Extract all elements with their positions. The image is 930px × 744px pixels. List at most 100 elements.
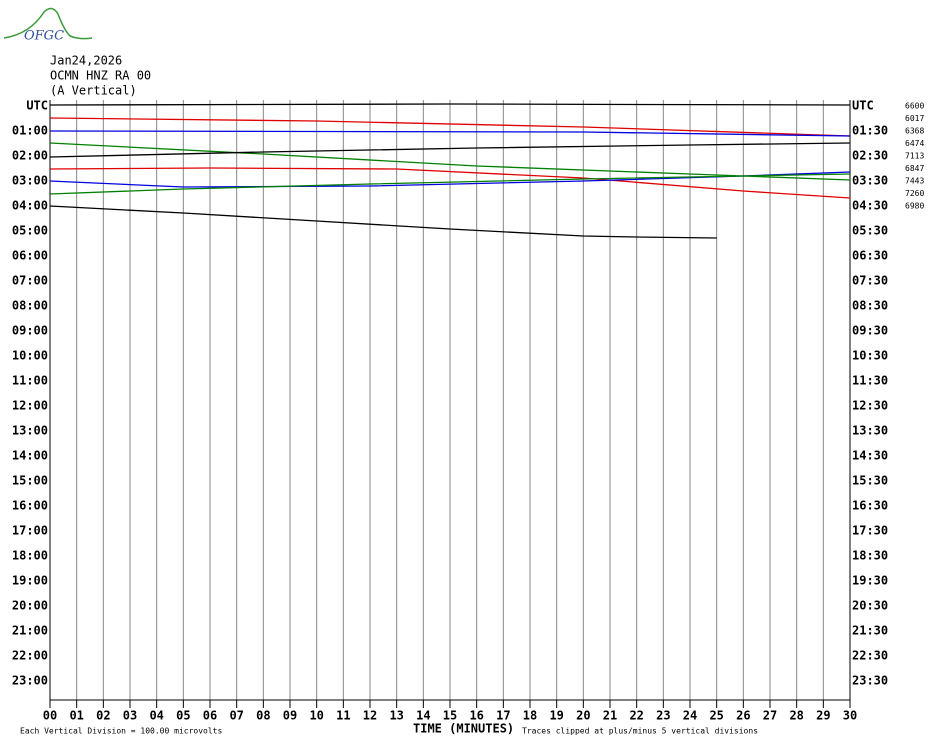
row-label-left: 10:00 <box>12 349 48 363</box>
x-tick-label: 08 <box>256 709 270 723</box>
trace-label: 6980 <box>905 202 924 211</box>
x-tick-label: 11 <box>336 709 350 723</box>
trace-label: 7443 <box>905 177 924 186</box>
x-tick-label: 04 <box>149 709 163 723</box>
x-tick-label: 26 <box>736 709 750 723</box>
logo: OFGC <box>24 29 64 44</box>
row-label-right: UTC <box>852 99 874 113</box>
trace <box>49 130 851 137</box>
row-label-left: 09:00 <box>12 324 48 338</box>
row-label-left: 13:00 <box>12 424 48 438</box>
x-tick-label: 15 <box>443 709 457 723</box>
x-tick-label: 24 <box>683 709 697 723</box>
x-tick-label: 09 <box>283 709 297 723</box>
row-label-left: 15:00 <box>12 474 48 488</box>
row-label-right: 15:30 <box>852 474 888 488</box>
row-label-right: 18:30 <box>852 549 888 563</box>
trace-label: 6017 <box>905 114 924 123</box>
x-tick-label: 01 <box>69 709 83 723</box>
trace-label: 6847 <box>905 164 924 173</box>
row-label-left: 05:00 <box>12 224 48 238</box>
trace-label: 7113 <box>905 152 924 161</box>
row-label-right: 03:30 <box>852 174 888 188</box>
trace-label: 6600 <box>905 102 924 111</box>
row-label-left: UTC <box>26 99 48 113</box>
x-tick-label: 28 <box>789 709 803 723</box>
x-tick-label: 03 <box>123 709 137 723</box>
row-label-left: 20:00 <box>12 599 48 613</box>
x-tick-label: 30 <box>843 709 857 723</box>
row-label-left: 03:00 <box>12 174 48 188</box>
x-tick-label: 18 <box>523 709 537 723</box>
row-label-right: 05:30 <box>852 224 888 238</box>
row-label-left: 07:00 <box>12 274 48 288</box>
logo-curve <box>3 7 93 40</box>
x-tick-label: 05 <box>176 709 190 723</box>
row-label-right: 07:30 <box>852 274 888 288</box>
x-tick-label: 02 <box>96 709 110 723</box>
row-label-right: 14:30 <box>852 449 888 463</box>
row-label-right: 23:30 <box>852 674 888 688</box>
row-label-left: 19:00 <box>12 574 48 588</box>
footer-left: Each Vertical Division = 100.00 microvol… <box>20 727 222 736</box>
row-label-right: 13:30 <box>852 424 888 438</box>
row-label-left: 18:00 <box>12 549 48 563</box>
row-label-left: 14:00 <box>12 449 48 463</box>
row-label-left: 04:00 <box>12 199 48 213</box>
row-label-left: 11:00 <box>12 374 48 388</box>
date: Jan24,2026 <box>50 54 122 68</box>
x-tick-label: 23 <box>656 709 670 723</box>
x-tick-label: 07 <box>229 709 243 723</box>
row-label-left: 12:00 <box>12 399 48 413</box>
row-label-right: 22:30 <box>852 649 888 663</box>
x-tick-label: 16 <box>469 709 483 723</box>
trace <box>49 142 851 158</box>
row-label-right: 16:30 <box>852 499 888 513</box>
x-tick-label: 22 <box>629 709 643 723</box>
row-label-right: 19:30 <box>852 574 888 588</box>
row-label-right: 08:30 <box>852 299 888 313</box>
trace <box>49 103 851 106</box>
row-label-right: 10:30 <box>852 349 888 363</box>
row-label-right: 01:30 <box>852 124 888 138</box>
x-tick-label: 13 <box>389 709 403 723</box>
row-label-left: 06:00 <box>12 249 48 263</box>
row-label-left: 08:00 <box>12 299 48 313</box>
trace <box>49 173 851 195</box>
row-label-right: 20:30 <box>852 599 888 613</box>
x-tick-label: 10 <box>309 709 323 723</box>
x-tick-label: 06 <box>203 709 217 723</box>
station: OCMN HNZ RA 00 <box>50 69 151 83</box>
footer-right: Traces clipped at plus/minus 5 vertical … <box>522 727 758 736</box>
x-tick-label: 14 <box>416 709 430 723</box>
x-tick-label: 21 <box>603 709 617 723</box>
x-tick-label: 29 <box>816 709 830 723</box>
row-label-right: 02:30 <box>852 149 888 163</box>
x-tick-label: 17 <box>496 709 510 723</box>
row-label-left: 17:00 <box>12 524 48 538</box>
component: (A Vertical) <box>50 84 137 98</box>
row-label-right: 06:30 <box>852 249 888 263</box>
x-tick-label: 19 <box>549 709 563 723</box>
row-label-left: 01:00 <box>12 124 48 138</box>
x-axis-label: TIME (MINUTES) <box>413 722 514 736</box>
trace-label: 7260 <box>905 189 924 198</box>
row-label-left: 21:00 <box>12 624 48 638</box>
trace <box>49 117 851 137</box>
row-label-left: 02:00 <box>12 149 48 163</box>
trace <box>49 205 717 239</box>
row-label-left: 23:00 <box>12 674 48 688</box>
row-label-right: 09:30 <box>852 324 888 338</box>
row-label-right: 21:30 <box>852 624 888 638</box>
row-label-right: 17:30 <box>852 524 888 538</box>
x-tick-label: 27 <box>763 709 777 723</box>
row-label-right: 12:30 <box>852 399 888 413</box>
trace-label: 6474 <box>905 139 924 148</box>
x-tick-label: 00 <box>43 709 57 723</box>
row-label-left: 16:00 <box>12 499 48 513</box>
row-label-right: 04:30 <box>852 199 888 213</box>
x-tick-label: 20 <box>576 709 590 723</box>
row-label-right: 11:30 <box>852 374 888 388</box>
trace <box>49 167 851 199</box>
x-tick-label: 25 <box>709 709 723 723</box>
